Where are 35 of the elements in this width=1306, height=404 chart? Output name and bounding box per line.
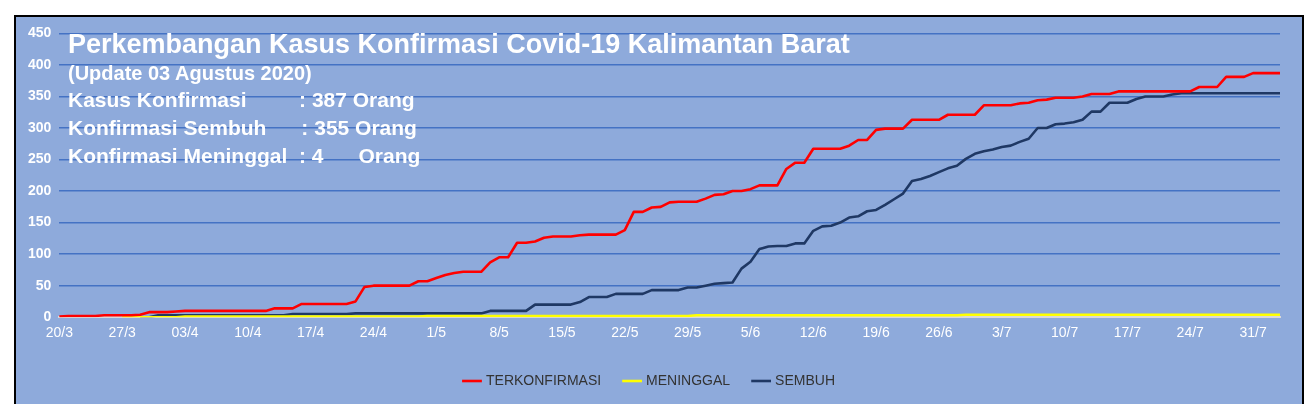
x-tick-label: 03/4 [171,324,199,341]
x-tick-label: 20/3 [45,324,74,341]
y-tick-label: 0 [43,308,52,325]
x-tick-label: 27/3 [108,324,137,341]
y-tick-label: 350 [28,87,52,104]
x-tick-label: 19/6 [862,324,890,341]
x-tick-label: 12/6 [799,324,828,341]
x-tick-label: 3/7 [992,324,1012,341]
legend-label: TERKONFIRMASI [485,371,602,388]
legend-label: SEMBUH [775,371,836,388]
x-tick-label: 26/6 [925,324,953,341]
y-tick-label: 250 [28,150,52,167]
x-tick-label: 24/7 [1176,324,1205,341]
y-tick-label: 300 [28,118,52,135]
x-tick-label: 10/7 [1050,324,1079,341]
x-tick-label: 1/5 [426,324,447,341]
chart-title: Perkembangan Kasus Konfirmasi Covid-19 Kalimantan Barat [68,28,850,60]
y-tick-label: 450 [28,24,52,41]
y-tick-label: 50 [35,276,52,293]
y-tick-label: 400 [28,55,52,72]
x-tick-label: 17/7 [1113,324,1142,341]
x-tick-label: 5/6 [740,324,761,341]
text: (Update 03 Agustus 2020) [68,61,313,86]
y-tick-label: 200 [28,181,52,198]
x-tick-label: 24/4 [359,324,388,341]
y-tick-label: 150 [28,213,52,230]
x-tick-label: 15/5 [548,324,576,341]
x-tick-label: 29/5 [674,324,702,341]
x-tick-label: 22/5 [611,324,639,341]
x-tick-label: 17/4 [297,324,325,341]
x-tick-label: 10/4 [234,324,262,341]
x-tick-label: 8/5 [489,324,510,341]
x-tick-label: 31/7 [1239,324,1267,341]
legend-label: MENINGGAL [646,371,731,388]
y-tick-label: 100 [28,244,52,261]
